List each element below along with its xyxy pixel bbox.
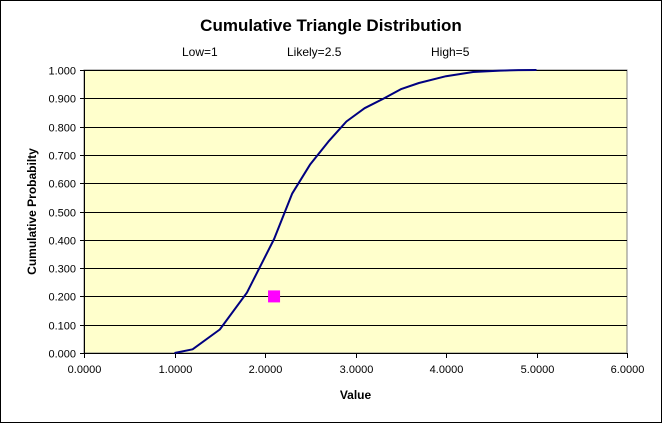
y-tick-label: 1.000 <box>48 66 76 78</box>
x-tick-label: 6.0000 <box>611 364 645 376</box>
axis-layer <box>80 70 628 358</box>
y-tick-label: 0.500 <box>48 208 76 220</box>
y-tick-label: 0.900 <box>48 94 76 106</box>
x-tick-label: 0.0000 <box>68 364 102 376</box>
highlight-marker <box>268 290 281 303</box>
x-tick-label: 1.0000 <box>159 364 193 376</box>
x-tick-label: 3.0000 <box>340 364 374 376</box>
tick-layer: 0.000 0.100 0.200 0.300 0.400 0.500 0.600 0.700… <box>48 66 644 377</box>
cdf-curve <box>174 69 537 354</box>
annotation-likely: Likely=2.5 <box>287 45 342 59</box>
annotation-high: High=5 <box>431 45 470 59</box>
y-tick-label: 0.600 <box>48 179 76 191</box>
y-tick-label: 0.700 <box>48 151 76 163</box>
x-tick-label: 2.0000 <box>249 364 283 376</box>
y-tick-label: 0.300 <box>48 264 76 276</box>
plot-area <box>83 69 628 354</box>
chart-title: Cumulative Triangle Distribution <box>200 16 462 35</box>
series-layer <box>174 69 537 354</box>
y-tick-label: 0.100 <box>48 321 76 333</box>
x-axis-title: Value <box>340 388 372 402</box>
y-tick-label: 0.400 <box>48 236 76 248</box>
y-axis-title: Cumulative Probabilty <box>25 148 39 275</box>
y-tick-label: 0.800 <box>48 123 76 135</box>
x-tick-label: 4.0000 <box>430 364 464 376</box>
y-tick-label: 0.200 <box>48 292 76 304</box>
annotation-low: Low=1 <box>182 45 218 59</box>
x-tick-label: 5.0000 <box>521 364 555 376</box>
y-tick-label: 0.000 <box>48 349 76 361</box>
